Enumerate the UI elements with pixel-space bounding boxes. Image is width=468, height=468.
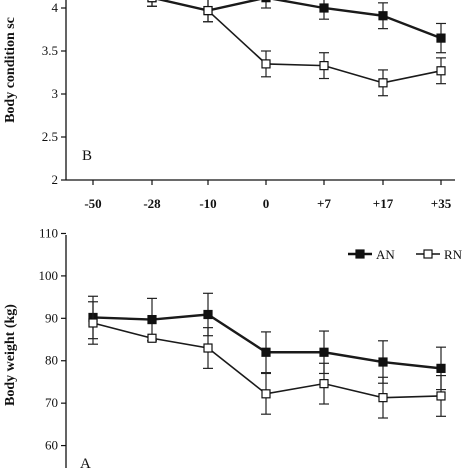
y-tick-label: 70 — [45, 395, 58, 410]
chart-panel-A: 110 100 90 80 70 60 Body weight (kg) A AN RN — [3, 225, 463, 468]
legend-marker-RN — [423, 249, 433, 259]
series-line-RN — [92, 322, 442, 399]
series-line-AN — [156, 0, 442, 40]
data-point-AN — [319, 3, 329, 13]
y-axis-label: Body weight (kg) — [3, 304, 18, 406]
y-tick-label: 80 — [45, 353, 58, 368]
y-tick-label: 2 — [52, 172, 59, 187]
data-point-RN — [88, 318, 98, 328]
x-tick-label: +7 — [317, 196, 331, 211]
data-point-AN — [436, 33, 446, 43]
x-tick-label: -50 — [84, 196, 101, 211]
data-point-RN — [203, 5, 213, 16]
x-tick-label: -28 — [143, 196, 161, 211]
legend-label-AN: AN — [376, 247, 395, 262]
legend-marker-AN — [355, 249, 365, 259]
y-tick-label: 2.5 — [42, 129, 58, 144]
panel-label: B — [82, 148, 92, 164]
x-tick-label: -10 — [199, 196, 216, 211]
x-tick-label: +35 — [431, 196, 452, 211]
y-tick-label: 100 — [39, 268, 59, 283]
y-tick-label: 90 — [45, 310, 58, 325]
data-point-RN — [319, 61, 329, 71]
panel-label: A — [80, 456, 91, 468]
data-point-AN — [378, 11, 388, 21]
data-point-RN — [378, 78, 388, 88]
data-point-AN — [378, 357, 388, 367]
data-point-RN — [261, 59, 271, 69]
data-point-RN — [436, 66, 446, 76]
legend-label-RN: RN — [444, 247, 463, 262]
y-tick-label: 4 — [52, 0, 59, 15]
chart-panel-B: 4 3.5 3 2.5 2 Body condition sc -50 -28 -10 0 +7 +1… — [3, 0, 455, 211]
data-point-AN — [203, 309, 213, 320]
series-line-RN — [158, 0, 442, 84]
data-point-RN — [436, 391, 446, 401]
x-tick-label: +17 — [373, 196, 394, 211]
data-point-RN — [203, 343, 213, 353]
data-point-AN — [436, 363, 446, 373]
data-point-RN — [378, 393, 388, 403]
data-point-RN — [147, 333, 157, 343]
data-point-AN — [147, 314, 157, 325]
x-tick-label: 0 — [263, 196, 270, 211]
y-axis-label: Body condition sc — [3, 17, 18, 123]
y-tick-label: 3 — [52, 86, 59, 101]
y-tick-label: 60 — [45, 438, 58, 453]
data-point-RN — [147, 0, 157, 3]
y-tick-label: 3.5 — [42, 43, 58, 58]
data-point-RN — [261, 389, 271, 399]
series-line-AN — [92, 313, 442, 370]
data-point-AN — [261, 347, 271, 357]
data-point-RN — [319, 379, 329, 389]
data-point-AN — [261, 0, 271, 3]
data-point-AN — [319, 347, 329, 357]
y-tick-label: 110 — [39, 225, 58, 240]
